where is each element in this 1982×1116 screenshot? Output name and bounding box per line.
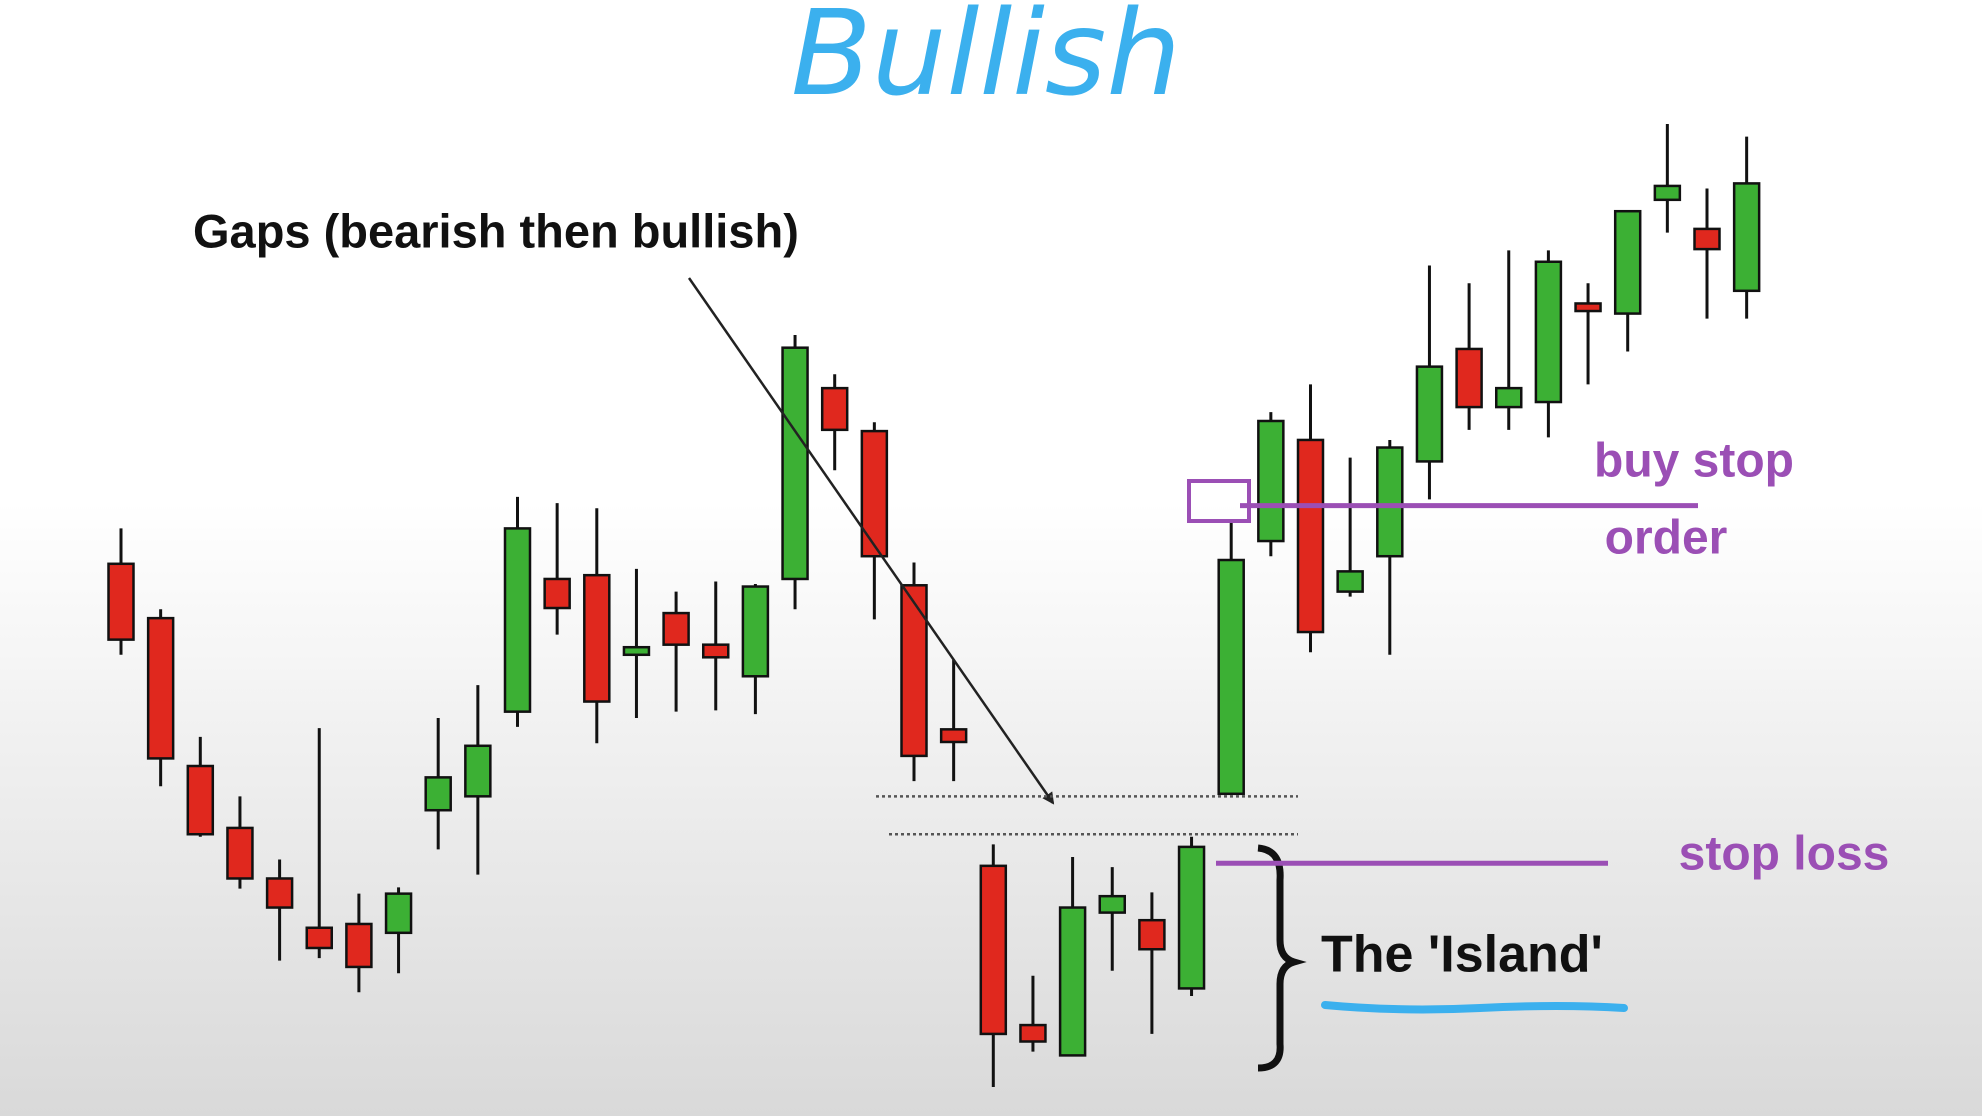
underline	[1321, 1001, 1628, 1014]
candle-body	[424, 776, 452, 812]
candle-body	[662, 611, 690, 646]
candle-body	[107, 562, 135, 641]
candle-body	[741, 585, 770, 678]
candle-body	[1296, 438, 1325, 634]
candle-body	[1098, 894, 1126, 914]
candle-body	[1376, 446, 1404, 558]
candle-body	[939, 728, 968, 744]
candle-body	[1257, 419, 1285, 543]
candle-body	[1574, 302, 1602, 313]
candle-body	[781, 346, 809, 581]
candle-body	[1534, 260, 1563, 404]
brace	[1257, 844, 1307, 1072]
annotation: Gaps (bearish then bullish)	[193, 204, 799, 257]
candle-body	[1732, 182, 1761, 293]
candle-body	[622, 645, 651, 657]
candle-body	[1653, 184, 1682, 202]
buy-stop-box	[1187, 479, 1251, 523]
candle-body	[464, 744, 492, 798]
candle-body	[1138, 918, 1166, 951]
candle-body	[305, 926, 333, 950]
annotation: The 'Island'	[1321, 926, 1603, 984]
candle-body	[1336, 570, 1364, 593]
candle-body	[186, 764, 215, 836]
candles	[107, 124, 1761, 1087]
annotation: stop loss	[1679, 828, 1890, 881]
candle-body	[1455, 347, 1483, 409]
candle-body	[583, 573, 611, 703]
candle-body	[1613, 209, 1642, 315]
candle-body	[146, 616, 175, 760]
candle-body	[503, 527, 532, 713]
annotation: order	[1605, 512, 1728, 565]
candle-body	[1415, 365, 1444, 463]
candle-body	[1693, 227, 1721, 251]
candle-body	[979, 864, 1008, 1036]
candle-body	[702, 643, 730, 659]
candle-body	[1019, 1023, 1047, 1043]
annotation: buy stop	[1594, 435, 1794, 488]
candle-body	[860, 429, 889, 558]
candle-body	[1495, 386, 1523, 409]
candle-body	[1058, 906, 1087, 1057]
candle-body	[345, 922, 373, 969]
candle-body	[1177, 845, 1206, 990]
candle-body	[820, 386, 849, 432]
candle-body	[384, 892, 413, 935]
chart-title: Bullish	[791, 0, 1181, 122]
candle-body	[1217, 558, 1245, 796]
arrow	[687, 277, 1055, 805]
candle-body	[226, 826, 254, 880]
candle-body	[265, 877, 294, 909]
candle-body	[543, 577, 571, 610]
candle-body	[900, 584, 928, 758]
